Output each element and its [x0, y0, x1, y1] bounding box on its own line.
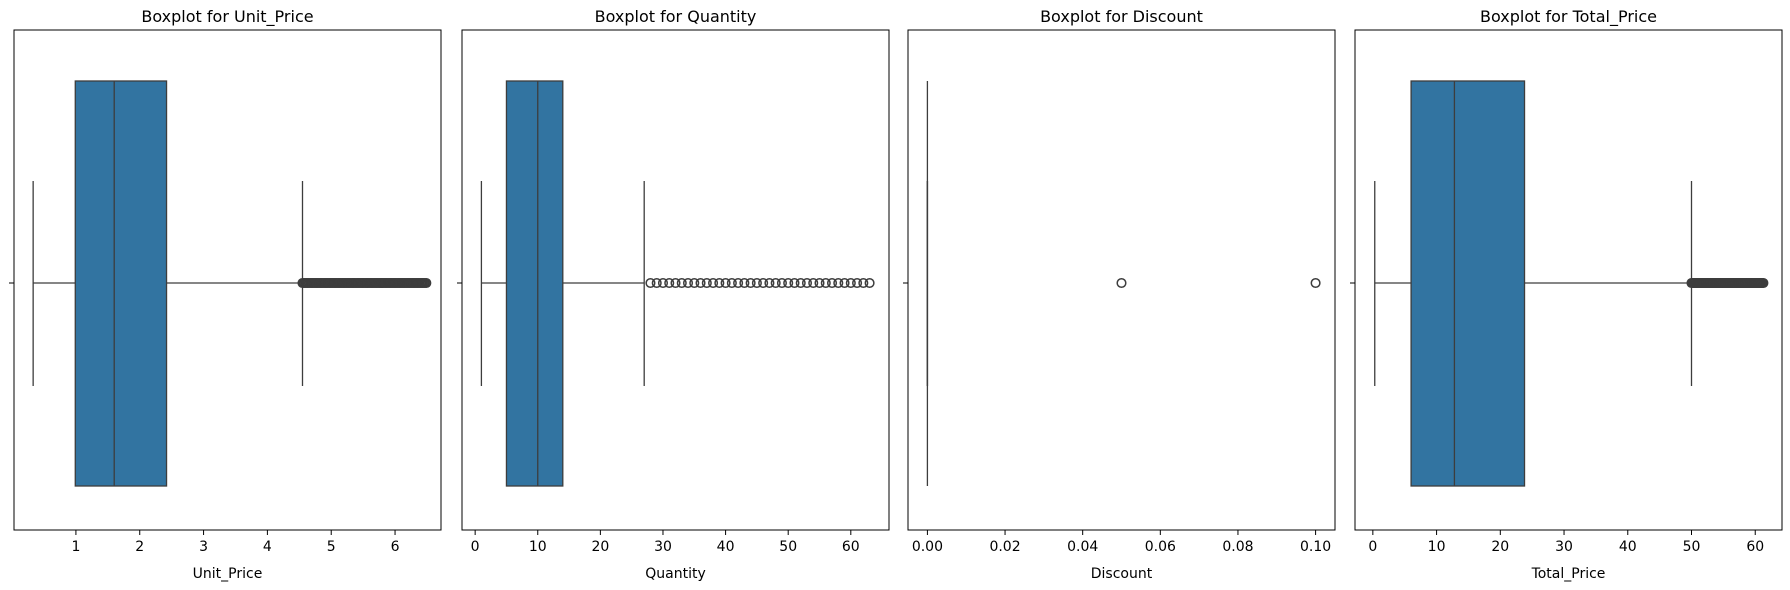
x-axis-label: Unit_Price — [193, 566, 263, 582]
outlier-point — [820, 277, 831, 289]
x-tick-label: 4 — [263, 539, 272, 555]
outlier-point — [714, 277, 725, 289]
outlier-point — [708, 277, 719, 289]
outlier-point — [852, 277, 863, 289]
x-tick-label: 0.00 — [912, 539, 943, 555]
outlier-point — [651, 277, 662, 289]
iqr-box — [505, 80, 564, 487]
outlier-point — [682, 277, 694, 289]
x-tick-label: 40 — [1619, 539, 1637, 555]
outlier-point — [689, 277, 700, 289]
x-tick-label: 1 — [71, 539, 80, 555]
outlier-point — [664, 277, 675, 289]
outlier-point — [758, 277, 769, 289]
x-tick-label: 0.08 — [1222, 539, 1253, 555]
outlier-point — [676, 277, 687, 289]
x-tick-label: 20 — [591, 539, 609, 555]
outlier-point — [764, 277, 775, 289]
x-tick-label: 50 — [779, 539, 797, 555]
subplot-4: Boxplot for Total_Price 0 10 20 30 40 50 60 Tota… — [1350, 7, 1783, 582]
outlier-point — [789, 277, 800, 289]
x-tick-label: 6 — [391, 539, 400, 555]
outlier-point — [795, 277, 806, 289]
subplot-3: Boxplot for Discount 0.00 0.02 0.04 0.06 0.08… — [903, 7, 1336, 582]
x-tick-label: 0 — [471, 539, 480, 555]
x-tick-label: 50 — [1683, 539, 1701, 555]
outlier-point — [826, 277, 838, 289]
outlier-point — [783, 277, 794, 289]
x-tick-label: 0.04 — [1067, 539, 1098, 555]
x-tick-label: 0.02 — [989, 539, 1020, 555]
outlier-point — [645, 277, 656, 289]
x-tick-label: 0.06 — [1145, 539, 1176, 555]
subplot-2: Boxplot for Quantity 0 10 20 30 40 50 60 Quantit… — [457, 7, 890, 582]
x-axis-label: Quantity — [645, 566, 706, 582]
outlier-point — [720, 277, 731, 289]
outlier-point — [733, 277, 744, 289]
outlier-point — [858, 277, 869, 289]
x-tick-label: 60 — [1746, 539, 1764, 555]
outlier-point — [1116, 277, 1127, 289]
outlier-point — [695, 277, 706, 289]
outlier-point — [776, 277, 787, 289]
outlier-point — [864, 277, 875, 289]
outlier-point — [845, 277, 856, 289]
outlier-point — [421, 277, 432, 289]
outlier-point — [801, 277, 813, 289]
outlier-point — [1758, 277, 1769, 289]
x-tick-label: 60 — [842, 539, 860, 555]
x-tick-label: 30 — [654, 539, 672, 555]
x-tick-label: 5 — [327, 539, 336, 555]
outlier-point — [701, 277, 712, 289]
x-axis-label: Total_Price — [1531, 566, 1606, 582]
outlier-point — [670, 277, 681, 289]
chart-title: Boxplot for Unit_Price — [141, 7, 313, 27]
iqr-box — [74, 80, 168, 487]
x-tick-label: 10 — [529, 539, 547, 555]
outlier-point — [745, 277, 756, 289]
iqr-box — [1410, 80, 1526, 487]
outlier-point — [726, 277, 737, 289]
x-tick-label: 40 — [717, 539, 735, 555]
outlier-point — [833, 277, 844, 289]
x-tick-label: 0.10 — [1300, 539, 1331, 555]
outlier-point — [751, 277, 762, 289]
subplot-1: Boxplot for Unit_Price 1 2 3 4 5 6 Unit_Price — [9, 7, 442, 582]
x-tick-label: 2 — [135, 539, 144, 555]
outlier-point — [657, 277, 669, 289]
x-tick-label: 20 — [1491, 539, 1509, 555]
plot-frame — [1354, 29, 1783, 531]
outlier-point — [814, 277, 825, 289]
x-tick-label: 0 — [1368, 539, 1377, 555]
plot-frame — [461, 29, 890, 531]
chart-title: Boxplot for Discount — [1040, 7, 1203, 26]
plot-frame — [13, 29, 442, 531]
outlier-point — [1310, 277, 1321, 289]
chart-title: Boxplot for Quantity — [595, 7, 757, 26]
chart-title: Boxplot for Total_Price — [1480, 7, 1657, 27]
outlier-point — [739, 277, 750, 289]
outlier-point — [839, 277, 850, 289]
x-tick-label: 10 — [1428, 539, 1446, 555]
outlier-point — [770, 277, 781, 289]
outlier-point — [808, 277, 819, 289]
x-tick-label: 3 — [199, 539, 208, 555]
x-tick-label: 30 — [1555, 539, 1573, 555]
plot-frame — [907, 29, 1336, 531]
x-axis-label: Discount — [1091, 566, 1153, 582]
